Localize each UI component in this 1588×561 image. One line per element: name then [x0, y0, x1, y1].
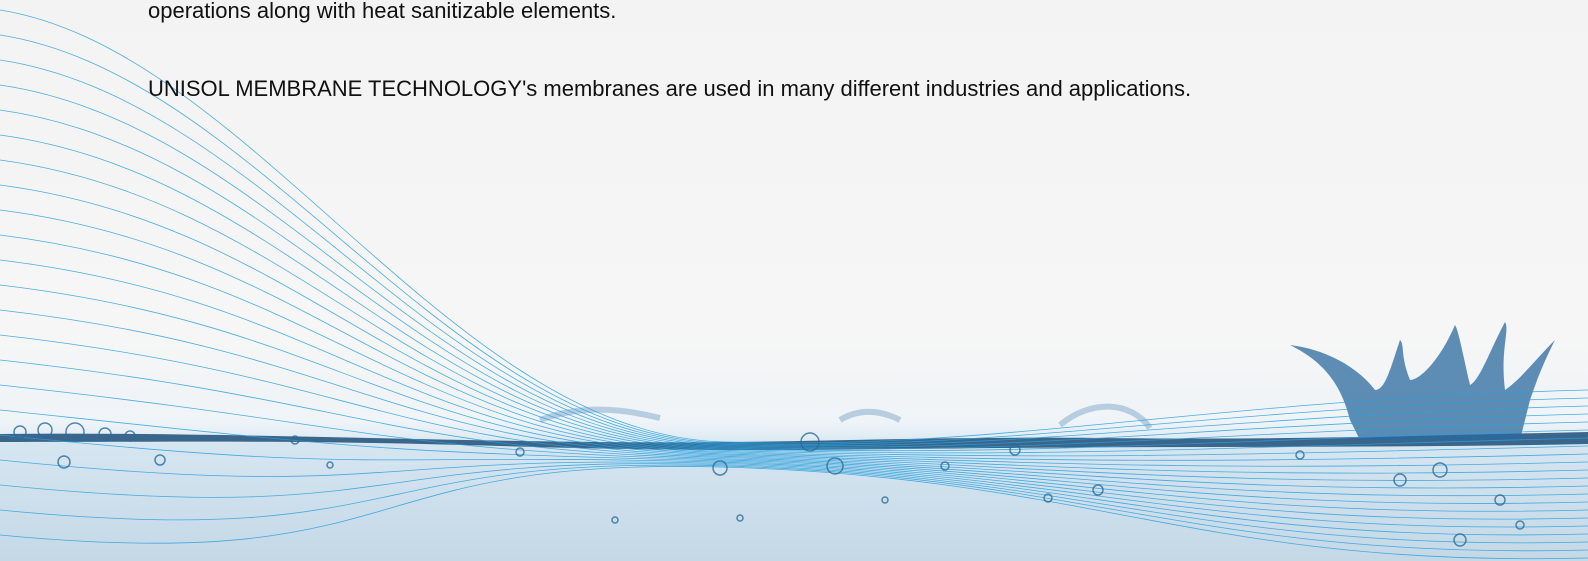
water-body [0, 405, 1588, 561]
paragraph: UNISOL MEMBRANE TECHNOLOGY's membranes a… [148, 76, 1191, 102]
page: operations along with heat sanitizable e… [0, 0, 1588, 561]
paragraph: operations along with heat sanitizable e… [148, 0, 616, 24]
